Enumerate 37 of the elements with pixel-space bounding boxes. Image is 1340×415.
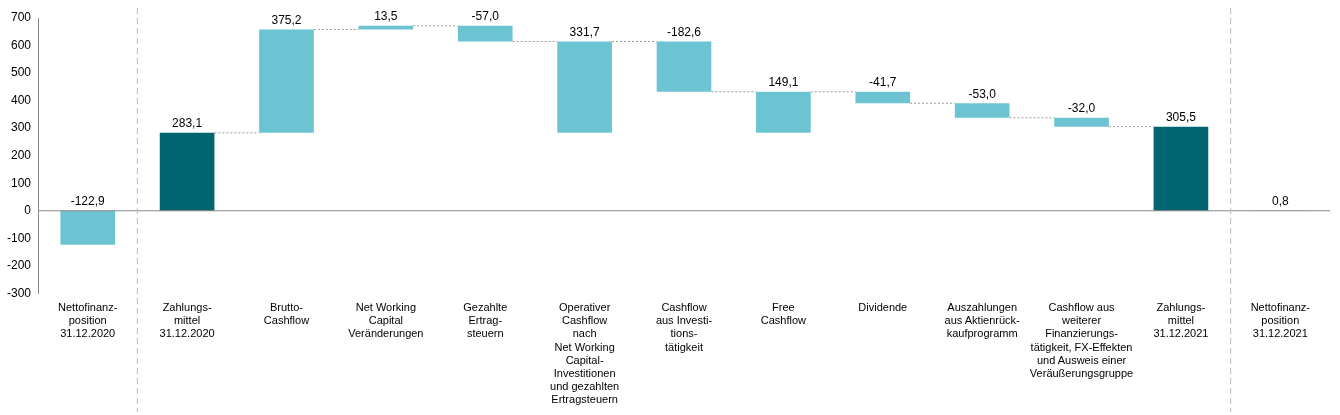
x-tick-label: Cashflow aus weiterer Finanzierungs- tätigkeit, FX-Effekten und Ausweis einer Veräußerungsgruppe <box>1029 301 1134 380</box>
y-tick-label: -200 <box>6 258 32 273</box>
x-tick-label: Auszahlungen aus Aktienrück- kaufprogramm <box>944 301 1021 340</box>
y-tick-label: -100 <box>6 230 32 245</box>
x-tick-label: Brutto- Cashflow <box>263 301 310 327</box>
data-label: 13,5 <box>374 9 398 24</box>
x-tick-label: Net Working Capital Veränderungen <box>348 301 424 340</box>
data-label: 331,7 <box>569 24 600 39</box>
y-tick-label: 600 <box>10 37 32 52</box>
data-label: 375,2 <box>271 12 302 27</box>
data-label: -53,0 <box>968 86 997 101</box>
x-tick-label: Cashflow aus Investi- tions- tätigkeit <box>655 301 713 353</box>
x-tick-label: Gezahlte Ertrag- steuern <box>463 301 508 340</box>
data-label: 149,1 <box>768 75 799 90</box>
y-tick-label: 0 <box>24 203 32 218</box>
y-tick-label: 500 <box>10 65 32 80</box>
y-tick-label: 700 <box>10 10 32 25</box>
y-tick-label: 100 <box>10 175 32 190</box>
x-tick-label: Dividende <box>858 301 908 314</box>
y-tick-label: -300 <box>6 285 32 300</box>
x-tick-label: Zahlungs- mittel 31.12.2021 <box>1153 301 1209 340</box>
x-tick-label: Zahlungs- mittel 31.12.2020 <box>159 301 215 340</box>
data-label: -122,9 <box>70 194 106 209</box>
x-tick-label: Nettofinanz- position 31.12.2021 <box>1250 301 1311 340</box>
data-label: 305,5 <box>1165 109 1197 124</box>
y-tick-label: 400 <box>10 92 32 107</box>
data-label: 283,1 <box>172 116 203 131</box>
data-label: -32,0 <box>1067 101 1096 116</box>
data-label: -41,7 <box>869 75 897 90</box>
data-label: -182,6 <box>666 24 702 39</box>
data-label: -57,0 <box>471 9 500 24</box>
data-label: 0,8 <box>1271 193 1289 208</box>
y-tick-label: 300 <box>10 120 32 135</box>
x-tick-label: Nettofinanz- position 31.12.2020 <box>58 301 118 340</box>
y-tick-label: 200 <box>10 148 32 163</box>
x-tick-label: Free Cashflow <box>760 301 807 327</box>
x-tick-label: Operativer Cashflow nach Net Working Capital- Investitionen und gezahlten Ertragsteuern <box>550 301 620 406</box>
